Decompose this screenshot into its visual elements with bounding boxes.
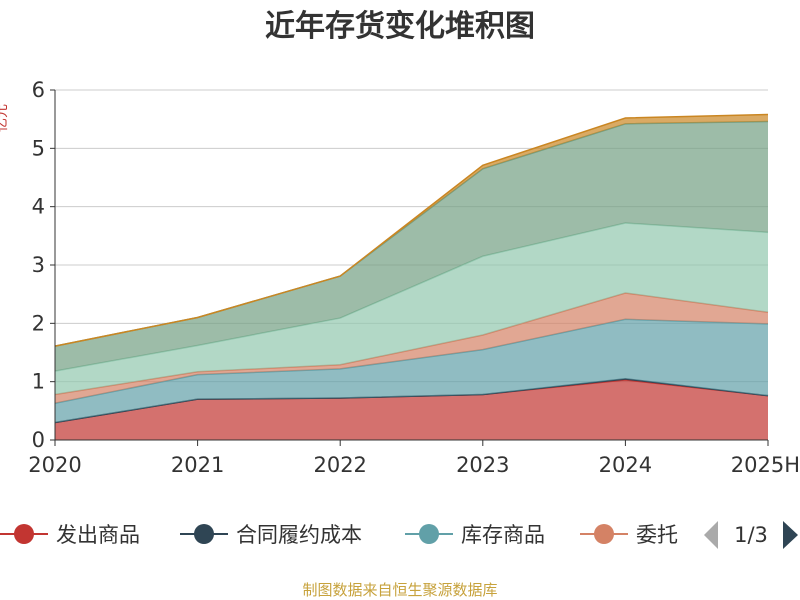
area-series	[54, 113, 769, 440]
area-库存商品	[55, 319, 768, 423]
y-axis-label: 亿元	[0, 104, 10, 132]
chart-title: 近年存货变化堆积图	[265, 9, 535, 44]
legend-item[interactable]: 发出商品	[0, 523, 140, 547]
area-edge-周转材料	[54, 113, 769, 347]
legend-item[interactable]: 合同履约成本	[180, 523, 362, 547]
legend-pager: 1/3	[704, 521, 798, 549]
area-发出商品	[55, 379, 768, 440]
x-tick-label: 2022	[313, 453, 366, 477]
x-tick-label: 2023	[456, 453, 509, 477]
area-原材料	[55, 223, 768, 395]
y-tick-label: 1	[32, 370, 45, 394]
legend[interactable]: 发出商品 合同履约成本 库存商品 委托	[0, 523, 678, 547]
legend-label: 委托	[636, 523, 678, 547]
y-tick-label: 3	[32, 253, 45, 277]
y-tick-label: 6	[32, 78, 45, 102]
legend-item[interactable]: 委托	[580, 523, 678, 547]
area-在产品	[55, 121, 768, 372]
legend-marker-icon	[594, 524, 614, 544]
legend-marker-icon	[419, 524, 439, 544]
legend-marker-icon	[194, 524, 214, 544]
y-tick-label: 5	[32, 136, 45, 160]
legend-label: 发出商品	[56, 523, 140, 547]
x-tick-label: 2020	[28, 453, 81, 477]
axes: 0 1 2 3 4 5 6 2020 2021 2022 2023 2024 2025H	[28, 78, 800, 477]
legend-marker-icon	[14, 524, 34, 544]
data-source-note: 制图数据来自恒生聚源数据库	[302, 581, 497, 599]
legend-next-page-icon[interactable]	[783, 521, 798, 549]
x-tick-label: 2025H	[731, 453, 800, 477]
x-tick-label: 2024	[599, 453, 652, 477]
x-tick-label: 2021	[171, 453, 224, 477]
legend-prev-page-icon[interactable]	[704, 521, 718, 549]
legend-item[interactable]: 库存商品	[405, 523, 545, 547]
legend-label: 合同履约成本	[236, 523, 362, 547]
legend-page-indicator: 1/3	[734, 523, 768, 547]
area-委托加工物资	[55, 293, 768, 404]
y-tick-label: 0	[32, 428, 45, 452]
y-tick-label: 2	[32, 311, 45, 335]
legend-label: 库存商品	[461, 523, 545, 547]
y-tick-label: 4	[32, 195, 45, 219]
